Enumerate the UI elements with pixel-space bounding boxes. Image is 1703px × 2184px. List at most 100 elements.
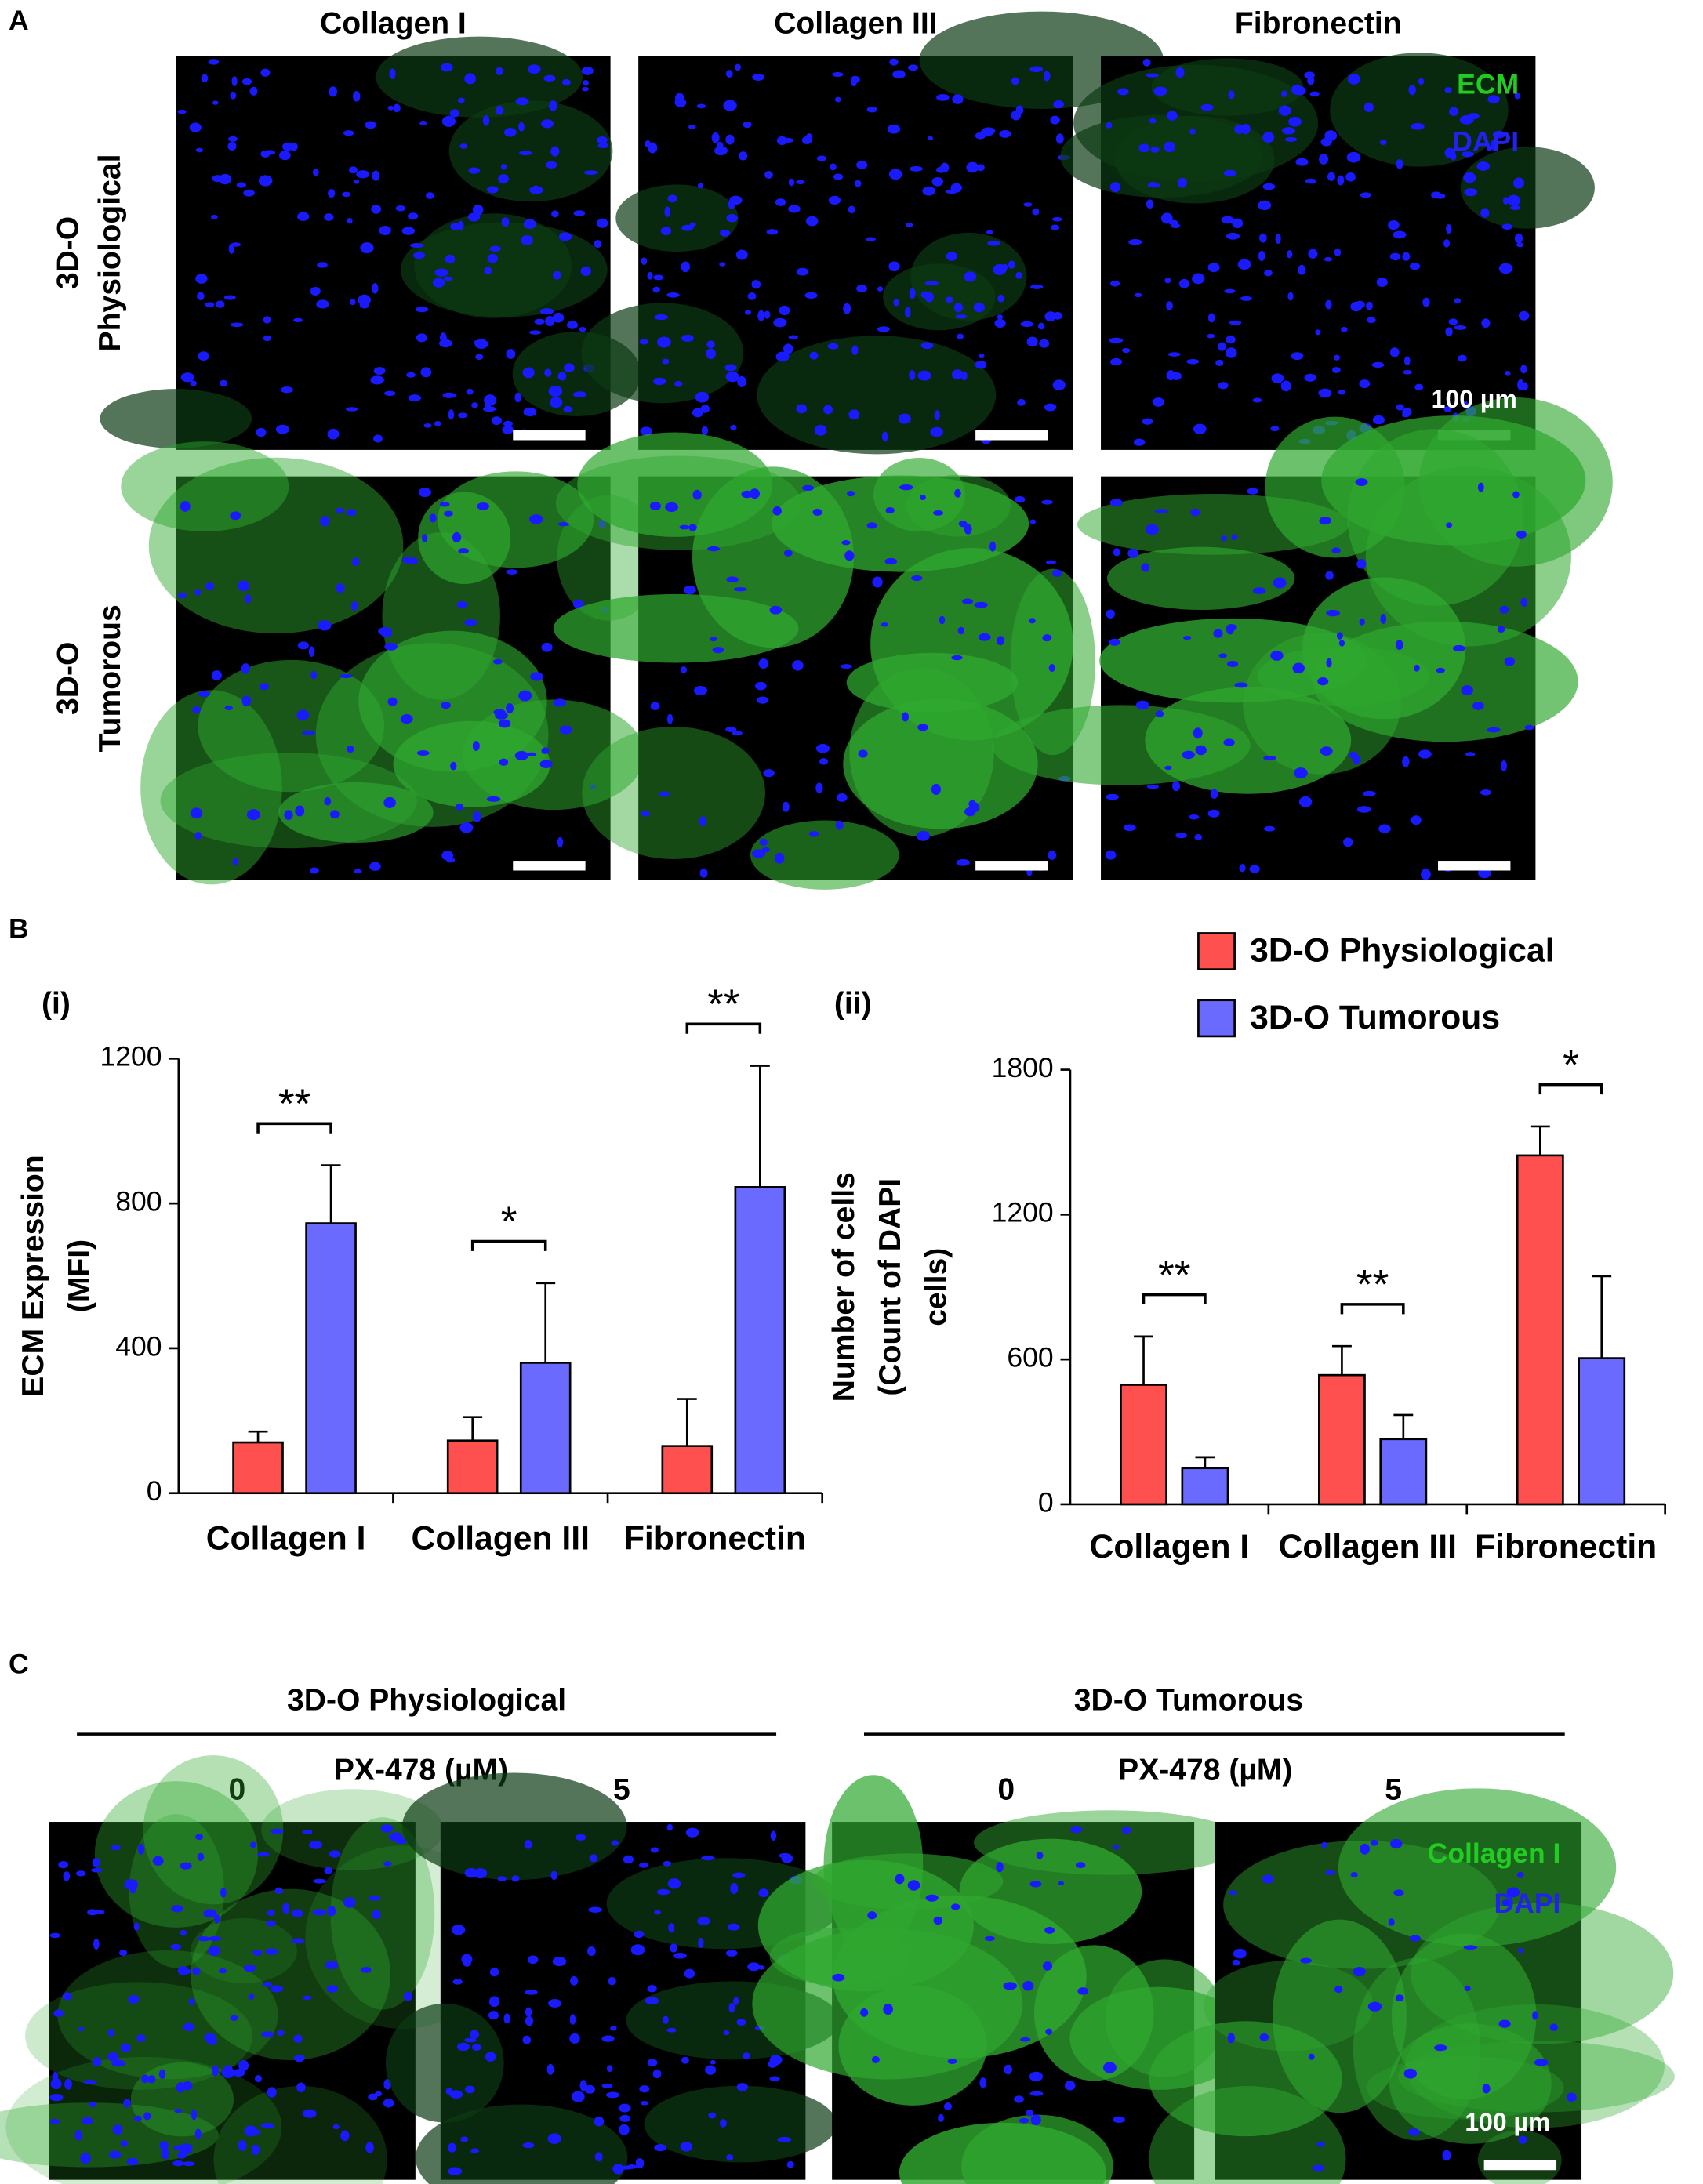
nucleus (796, 180, 805, 184)
nucleus (833, 173, 844, 180)
nucleus (1037, 322, 1045, 330)
nucleus (1360, 192, 1371, 198)
nucleus (563, 405, 572, 413)
nucleus (302, 731, 316, 735)
nucleus (545, 316, 555, 327)
nucleus (1363, 790, 1376, 796)
column-header: Fibronectin (1235, 6, 1402, 40)
nucleus (688, 524, 697, 531)
nucleus (553, 270, 561, 280)
nucleus (920, 342, 934, 350)
ecm-stain (121, 441, 289, 531)
nucleus (587, 1946, 596, 1956)
ecm-stain (1477, 2130, 1562, 2184)
nucleus (1045, 560, 1057, 565)
nucleus (689, 222, 696, 227)
nucleus (1504, 370, 1511, 376)
ecm-stain (191, 1918, 297, 1983)
nucleus (1367, 2001, 1382, 2012)
nucleus (706, 340, 715, 349)
nucleus (1393, 1889, 1404, 1896)
nucleus (782, 801, 790, 812)
nucleus (647, 271, 653, 280)
nucleus (241, 78, 252, 85)
nucleus (1109, 499, 1123, 507)
nucleus (1403, 2068, 1418, 2079)
nucleus (1172, 781, 1181, 792)
nucleus (379, 226, 391, 236)
micrograph (100, 36, 641, 450)
nucleus (665, 502, 678, 512)
nucleus (1464, 1985, 1471, 1992)
nucleus (757, 310, 765, 321)
nucleus (1389, 252, 1401, 261)
nucleus (527, 752, 536, 757)
nucleus (354, 180, 360, 184)
nucleus (1518, 1947, 1524, 1954)
dose-label: 0 (229, 1772, 246, 1806)
nucleus (1045, 2028, 1053, 2035)
nucleus (571, 2091, 585, 2102)
nucleus (1433, 2044, 1447, 2052)
nucleus (877, 286, 884, 292)
nucleus (1363, 102, 1374, 112)
nucleus (238, 580, 250, 591)
nucleus (308, 646, 315, 657)
nucleus (906, 222, 913, 228)
nucleus (1164, 765, 1172, 771)
nucleus (1167, 219, 1178, 225)
nucleus (416, 333, 427, 343)
nucleus (487, 253, 499, 263)
nucleus (893, 299, 899, 307)
nucleus (946, 252, 957, 261)
nucleus (120, 2043, 131, 2052)
nucleus (1336, 632, 1343, 640)
nucleus (1422, 297, 1430, 307)
nucleus (474, 339, 485, 345)
nucleus (1229, 320, 1242, 325)
nucleus (733, 586, 747, 592)
significance-bracket (470, 1239, 547, 1251)
nucleus (572, 391, 587, 398)
nucleus (667, 1877, 681, 1889)
nucleus (433, 278, 445, 288)
nucleus (583, 170, 598, 175)
nucleus (198, 691, 211, 698)
nucleus (681, 261, 691, 273)
nucleus (347, 746, 354, 753)
nucleus (1070, 1826, 1083, 1834)
nucleus (841, 540, 851, 546)
ecm-stain (130, 2062, 234, 2137)
nucleus (699, 868, 708, 878)
nucleus (143, 2112, 151, 2121)
nucleus (1304, 373, 1316, 382)
nucleus (1518, 310, 1530, 321)
nucleus (1370, 1839, 1378, 1846)
nucleus (660, 227, 672, 236)
nucleus (472, 204, 484, 216)
nucleus (698, 1937, 704, 1949)
nucleus (1389, 347, 1400, 357)
nucleus (1566, 2092, 1577, 2102)
ecm-stain (160, 753, 417, 849)
nucleus (1408, 85, 1416, 96)
nucleus (502, 425, 514, 434)
nucleus (1192, 273, 1205, 285)
nucleus (932, 510, 944, 516)
ecm-stain (692, 466, 854, 648)
ecm-stain (382, 532, 500, 700)
nucleus (1146, 784, 1160, 789)
nucleus (1152, 397, 1165, 407)
nucleus (230, 322, 244, 328)
nucleus (292, 1909, 303, 1917)
nucleus (860, 2008, 869, 2017)
nucleus (1011, 77, 1019, 85)
ecm-stain (376, 36, 583, 118)
nucleus (966, 161, 979, 173)
nucleus (805, 216, 819, 227)
nucleus (887, 124, 901, 134)
nucleus (466, 388, 474, 395)
nucleus (206, 2037, 217, 2045)
nucleus (393, 103, 401, 113)
nucleus (652, 2069, 662, 2079)
